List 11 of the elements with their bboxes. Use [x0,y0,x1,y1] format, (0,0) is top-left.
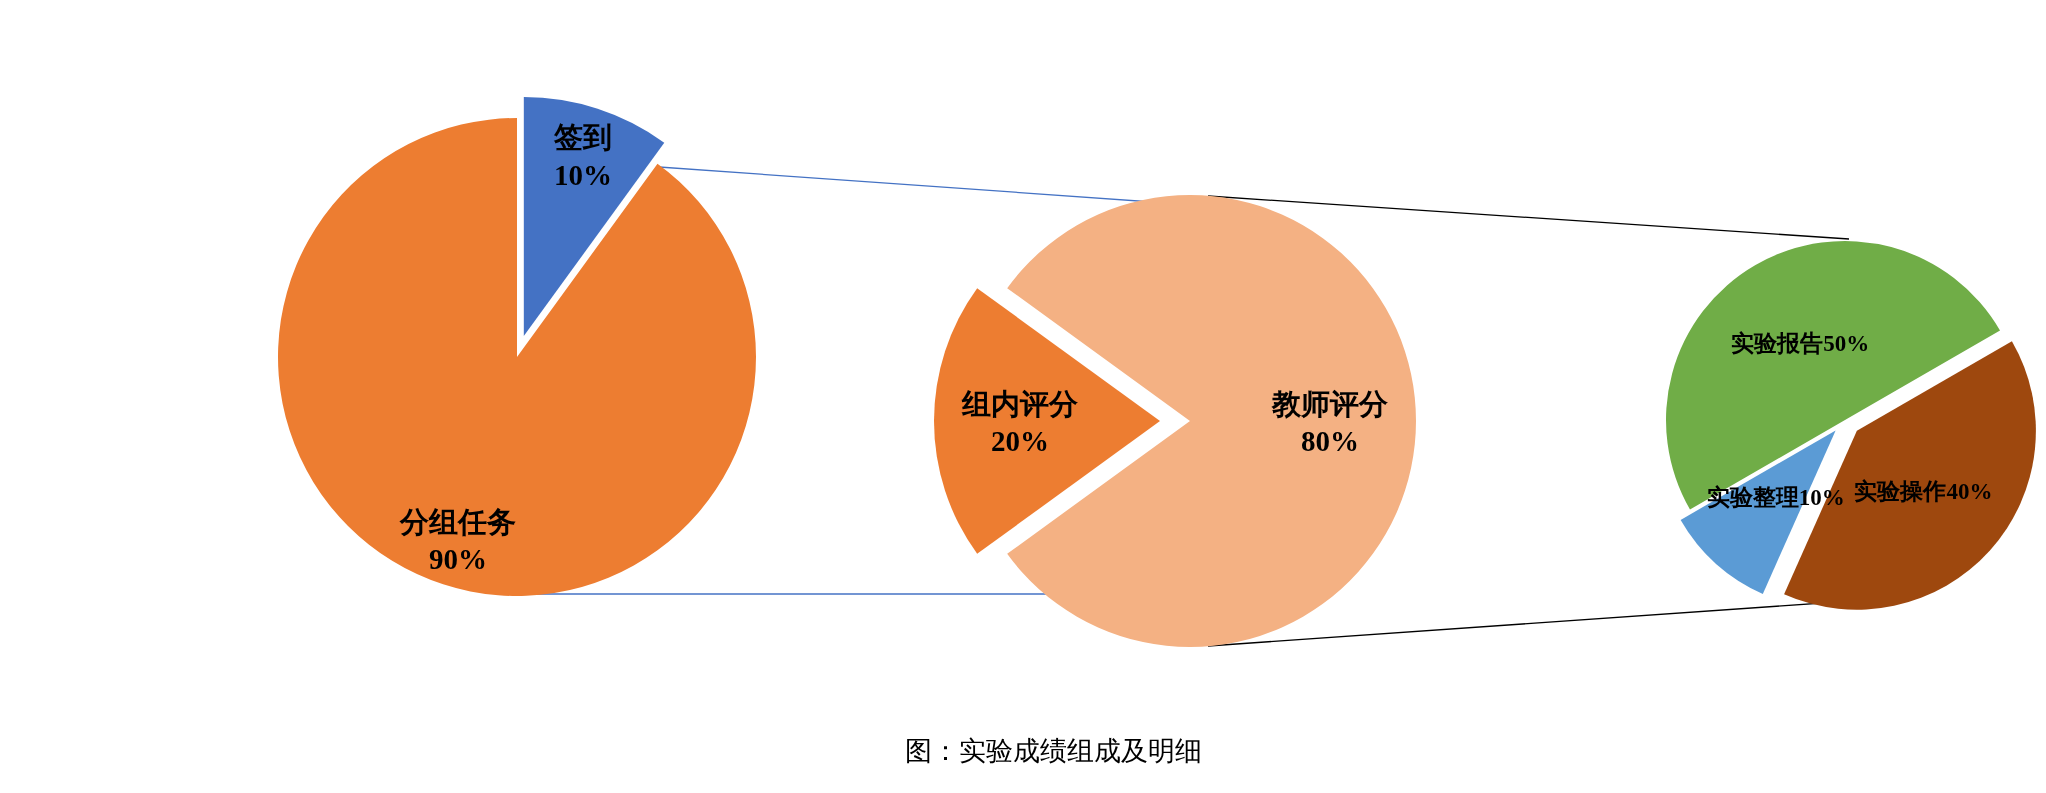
slice-label: 分组任务 [398,505,516,538]
slice-label: 实验操作40% [1854,477,1993,504]
data-label: 20% [990,425,1049,458]
data-label: 80% [1301,425,1360,458]
slice-label: 教师评分 [1271,387,1390,420]
text: 图：实验成绩组成及明细 [904,735,1202,766]
data-label: 10% [553,158,612,191]
data-label: 90% [428,543,487,576]
slice-label: 组内评分 [960,387,1079,420]
slice-label: 签到 [552,120,612,153]
slice-label: 实验报告50% [1731,329,1870,356]
